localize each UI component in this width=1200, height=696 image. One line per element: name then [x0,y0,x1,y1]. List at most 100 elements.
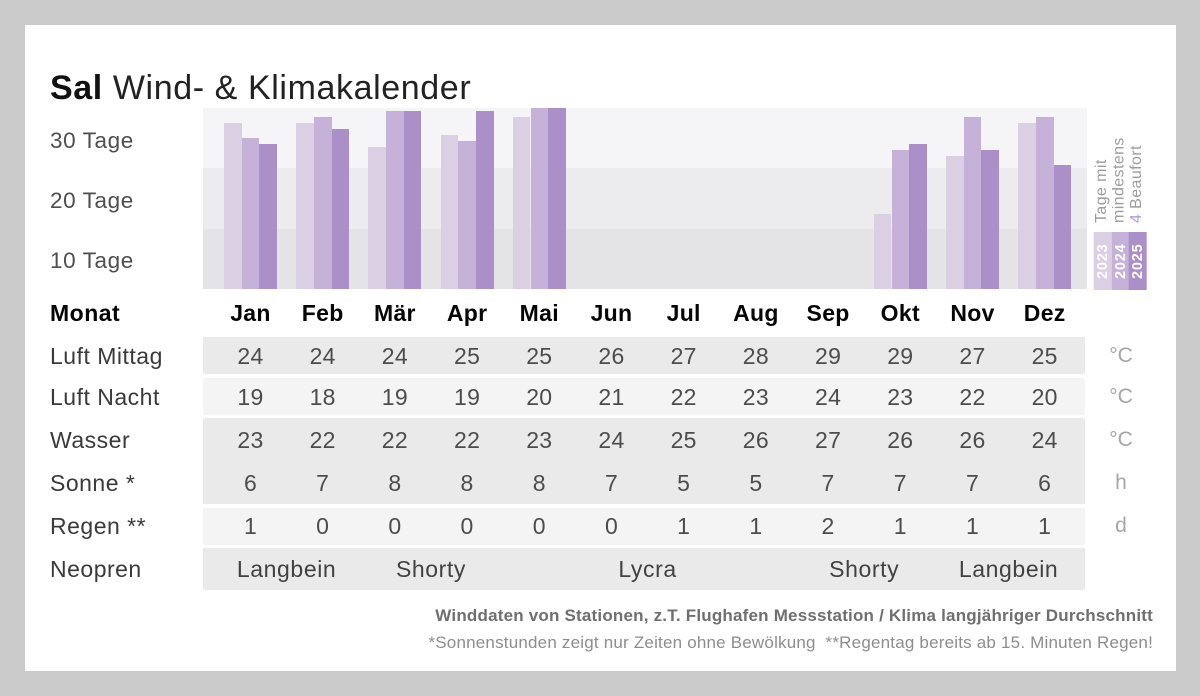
month-header-Okt: Okt [880,300,920,326]
neopren-segment-shorty: Shorty [395,555,467,582]
unit-label: °C [1109,384,1133,408]
bar-2025-Feb [331,129,350,289]
month-header-Jan: Jan [230,300,271,326]
table-cell: 22 [670,383,697,410]
bar-2023-Mär [368,147,387,289]
neopren-segment-langbein: Langbein [958,555,1059,582]
table-cell: 5 [749,470,763,496]
neopren-band [203,548,1085,590]
table-cell: 18 [309,383,336,410]
month-header-Jun: Jun [590,300,633,326]
bar-2025-Mär [403,111,422,289]
row-band [203,337,1085,374]
legend-line-beaufort: 4 Beaufort [1128,145,1145,223]
table-cell: 23 [237,427,264,453]
table-cell: 1 [1038,513,1052,539]
table-cell: 7 [821,470,835,496]
footer-source-line: Winddaten von Stationen, z.T. Flughafen … [435,606,1153,625]
row-band [203,378,1085,415]
month-header-Sep: Sep [806,300,850,326]
page-title-rest: Wind- & Klimakalender [112,69,472,107]
neopren-segment-shorty: Shorty [829,555,900,582]
month-header-Mär: Mär [373,300,416,326]
wind-klima-card: Sal Wind- & Klimakalender 30 Tage 20 Tage 1… [25,25,1176,671]
table-cell: 24 [237,342,264,369]
legend-line: Tage mit [1093,159,1110,223]
bar-2024-Mai [530,108,549,289]
table-cell: 1 [749,513,763,539]
brand-name: Sal [50,69,103,107]
table-cell: 22 [381,427,408,453]
table-cell: 19 [237,383,264,410]
month-header-Apr: Apr [446,300,488,326]
bar-2024-Jan [241,138,260,289]
table-cell: 22 [959,383,986,410]
month-header-Mai: Mai [519,300,559,326]
table-cell: 0 [388,513,402,539]
table-cell: 23 [526,427,553,453]
table-cell: 26 [959,427,986,453]
y-tick-label: 30 Tage [50,128,134,153]
table-cell: 19 [454,383,481,410]
bar-2023-Nov [946,156,964,289]
table-cell: 1 [893,513,907,539]
neopren-segment-lycra: Lycra [618,555,677,582]
bar-2023-Apr [440,135,459,289]
row-label-neopren: Neopren [50,555,142,582]
unit-label: °C [1109,343,1133,367]
table-cell: 28 [742,342,769,369]
neopren-segment-langbein: Langbein [236,555,337,582]
bar-2024-Okt [891,150,910,289]
table-cell: 0 [316,513,330,539]
bar-2025-Okt [909,144,927,289]
table-cell: 24 [815,383,842,410]
chart-grid-band [203,228,1087,289]
row-label-luft-mittag: Luft Mittag [50,342,163,369]
table-cell: 24 [598,427,625,453]
y-tick-label: 20 Tage [50,188,134,213]
footer: Winddaten von Stationen, z.T. Flughafen … [428,606,1153,653]
table-cell: 23 [887,383,914,410]
unit-label: d [1115,514,1127,537]
table-cell: 25 [454,342,481,369]
table-cell: 1 [965,513,980,539]
table-cell: 29 [815,342,842,369]
bar-2024-Feb [313,117,332,289]
bar-2025-Apr [476,111,494,289]
table-cell: 0 [460,513,474,539]
page-title: Sal Wind- & Klimakalender [50,69,471,108]
table-cell: 29 [887,342,914,369]
table-cell: 8 [388,470,402,496]
row-band [203,418,1085,504]
table-cell: 27 [670,342,697,369]
table-cell: 19 [381,383,408,410]
legend-line: mindestens [1110,137,1128,223]
month-row-label: Monat [50,300,121,326]
row-label-luft-nacht: Luft Nacht [50,383,160,410]
legend-accent-number: 4 [1128,213,1145,223]
y-tick-label: 10 Tage [50,248,134,273]
table-cell: 20 [1031,383,1058,410]
legend-year-swatches: 2023 2024 2025 [1094,232,1148,290]
bar-2024-Nov [963,117,982,289]
table-cell: 24 [381,342,408,369]
table-cell: 26 [598,342,625,369]
legend-year-swatch-2023: 2023 [1094,232,1112,290]
legend-year-swatch-2024: 2024 [1111,232,1130,290]
table-cell: 7 [316,470,330,496]
table-cell: 26 [742,427,769,453]
table-cell: 25 [1031,342,1058,369]
month-header-Jul: Jul [666,300,701,326]
bar-2025-Nov [981,150,1000,289]
row-label-wasser: Wasser [50,427,131,453]
table-cell: 21 [598,383,625,410]
legend-year-swatch-2025: 2025 [1129,232,1148,290]
table-cell: 20 [526,383,553,410]
bar-2023-Feb [296,123,314,289]
footer-note-line: *Sonnenstunden zeigt nur Zeiten ohne Bew… [428,633,1153,652]
unit-label: °C [1109,428,1133,451]
table-cell: 22 [309,427,336,453]
month-header-Nov: Nov [950,300,995,326]
month-header-Aug: Aug [733,300,779,326]
